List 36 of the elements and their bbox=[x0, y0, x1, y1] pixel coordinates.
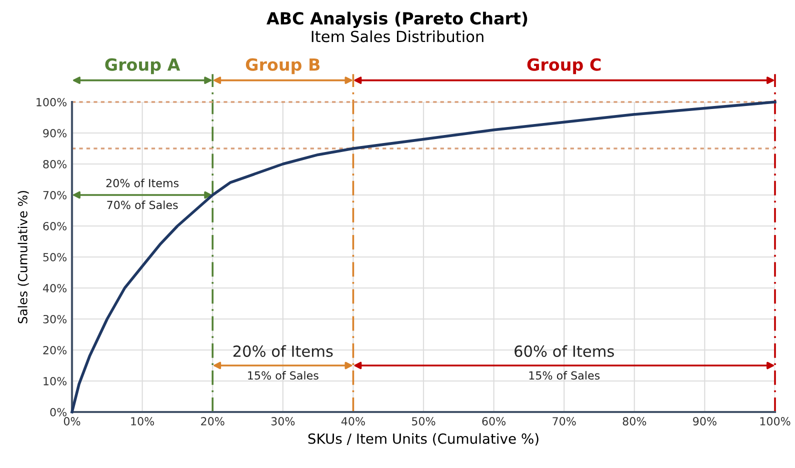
y-tick-label: 20% bbox=[43, 346, 67, 354]
x-tick-label: 10% bbox=[131, 417, 154, 426]
annotation: 70% of Sales bbox=[107, 200, 178, 210]
y-tick-label: 40% bbox=[42, 284, 67, 292]
text: Group A bbox=[105, 58, 180, 74]
y-tick-label: 0% bbox=[50, 408, 67, 416]
y-tick-label: 50% bbox=[43, 252, 67, 262]
x-tick-label: 100% bbox=[760, 417, 790, 426]
annotation: 60% of Items bbox=[514, 345, 614, 357]
y-tick-label: 80% bbox=[43, 160, 67, 168]
chart-title: ABC Analysis (Pareto Chart) bbox=[266, 12, 528, 28]
x-tick-label: 30% bbox=[271, 417, 295, 426]
y-tick-label: 30% bbox=[43, 314, 67, 324]
annotation: 20% of Items bbox=[106, 178, 179, 188]
annotation: 15% of Sales bbox=[529, 371, 600, 380]
chart-subtitle: Item Sales Distribution bbox=[312, 30, 484, 42]
y-tick-label: 70% bbox=[43, 190, 67, 200]
x-tick-label: 0% bbox=[64, 417, 80, 426]
y-tick-label: 90% bbox=[43, 128, 67, 138]
x-tick-label: 60% bbox=[482, 417, 506, 426]
y-tick-label: 100% bbox=[36, 98, 67, 106]
x-tick-label: 70% bbox=[552, 417, 576, 426]
annotation: 20% of Items bbox=[233, 345, 333, 357]
x-tick-label: 20% bbox=[201, 417, 224, 426]
x-tick-label: 40% bbox=[341, 417, 365, 426]
line-series bbox=[70, 100, 776, 414]
x-tick-label: 90% bbox=[693, 417, 716, 426]
annotation: 15% of Sales bbox=[248, 371, 318, 380]
text: Group B bbox=[246, 58, 320, 74]
text: Group C bbox=[527, 58, 601, 74]
y-tick-label: 10% bbox=[44, 376, 67, 386]
y-axis-title: Sales (Cumulative %) bbox=[18, 190, 29, 324]
y-tick-label: 60% bbox=[43, 222, 67, 230]
x-tick-label: 50% bbox=[412, 417, 436, 426]
x-axis-title: SKUs / Item Units (Cumulative %) bbox=[308, 433, 538, 446]
x-tick-label: 80% bbox=[622, 417, 646, 426]
